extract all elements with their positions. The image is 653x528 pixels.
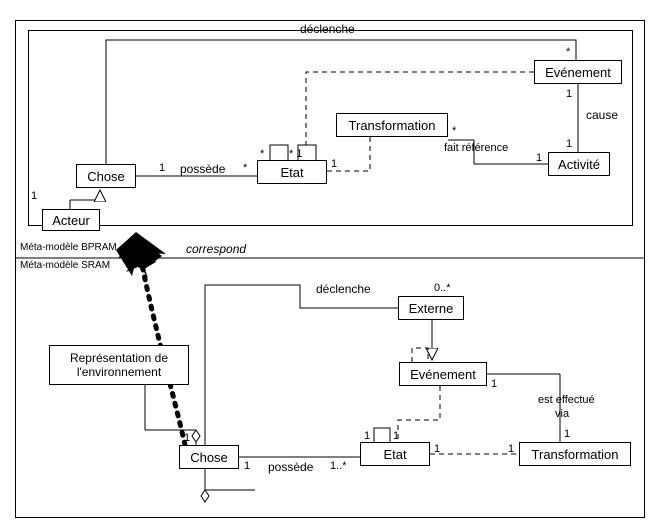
node-evenement-bottom: Evénement <box>399 362 487 386</box>
node-etat-bottom: Etat <box>360 442 430 466</box>
mult: 1 <box>491 378 497 390</box>
label-possede-bottom: possède <box>268 460 313 474</box>
label-fait-reference: fait référence <box>444 142 508 154</box>
node-externe: Externe <box>398 296 464 320</box>
node-label: Etat <box>383 447 406 462</box>
node-label-l1: Représentation de <box>70 351 168 365</box>
mult: 1 <box>566 138 572 150</box>
mult: 1 <box>331 158 337 170</box>
label-correspond: correspond <box>186 242 246 256</box>
mult: * <box>452 125 456 137</box>
node-label: Chose <box>87 169 125 184</box>
mult: 1 <box>434 443 440 455</box>
node-label: Transformation <box>349 118 436 133</box>
node-transformation-top: Transformation <box>336 113 448 137</box>
node-label: Acteur <box>52 213 90 228</box>
label-meta-sram: Méta-modèle SRAM <box>20 260 110 271</box>
label-via: via <box>555 408 569 420</box>
label-cause: cause <box>586 108 618 122</box>
node-etat-top: Etat <box>257 160 327 184</box>
node-label: Evénement <box>545 65 611 80</box>
mult: 1 <box>31 190 37 202</box>
mult: 1 <box>364 430 370 442</box>
node-label: Etat <box>280 165 303 180</box>
mult: 1 <box>536 152 542 164</box>
mult: 0..* <box>434 282 451 294</box>
mult: * 1 <box>289 148 302 160</box>
node-label: Externe <box>409 301 454 316</box>
mult: * <box>243 162 247 174</box>
node-label-l2: l'environnement <box>77 365 161 379</box>
mult: 1 <box>184 432 190 444</box>
node-evenement-top: Evénement <box>534 60 622 84</box>
node-label: Evénement <box>410 367 476 382</box>
node-chose-top: Chose <box>76 164 136 188</box>
mult: 1 <box>244 460 250 472</box>
mult: * <box>260 148 264 160</box>
node-label: Chose <box>190 450 228 465</box>
mult: 1 <box>508 443 514 455</box>
node-label: Transformation <box>532 447 619 462</box>
label-declenche-bottom: déclenche <box>316 282 371 296</box>
mult: 1 <box>566 88 572 100</box>
label-declenche-top: déclenche <box>300 22 355 36</box>
node-repenv: Représentation de l'environnement <box>49 345 189 385</box>
mult: 1..* <box>330 460 347 472</box>
mult: * <box>566 46 570 58</box>
node-label: Activité <box>558 157 600 172</box>
node-chose-bottom: Chose <box>179 445 239 469</box>
node-transformation-bottom: Transformation <box>519 442 631 466</box>
label-est-effectue: est effectué <box>538 394 595 406</box>
label-possede-top: possède <box>180 162 225 176</box>
node-activite: Activité <box>548 152 610 176</box>
label-meta-bpram: Méta-modèle BPRAM <box>20 242 117 253</box>
node-acteur: Acteur <box>42 209 100 231</box>
diagram-canvas: Evénement Transformation Activité Chose … <box>0 0 653 528</box>
mult: 1 <box>393 430 399 442</box>
mult: 1 <box>159 162 165 174</box>
mult: 1 <box>564 428 570 440</box>
